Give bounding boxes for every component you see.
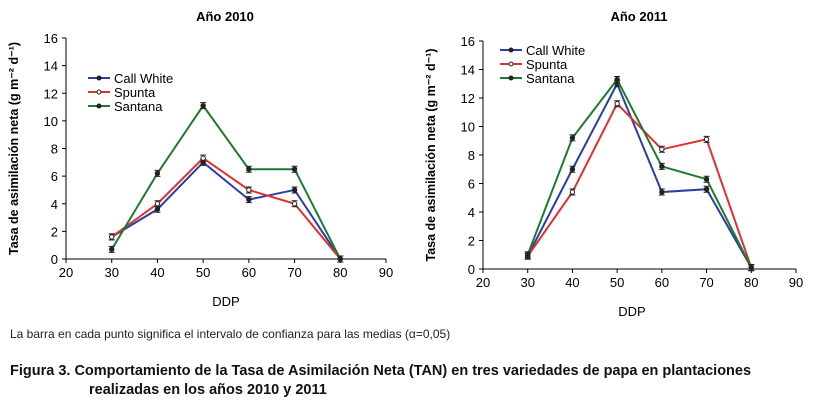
x-tick-label: 50 <box>196 265 210 280</box>
data-point <box>200 102 206 109</box>
x-tick-label: 90 <box>789 275 803 290</box>
data-point <box>154 170 161 177</box>
y-tick-label: 8 <box>468 148 475 163</box>
x-tick-label: 40 <box>565 275 579 290</box>
data-point <box>337 256 343 262</box>
y-axis-label: Tasa de asimilación neta (g m⁻² d⁻¹) <box>424 48 438 261</box>
y-tick-label: 10 <box>44 114 58 129</box>
y-tick-label: 4 <box>468 205 475 220</box>
data-point <box>614 101 620 107</box>
series-line-spunta <box>526 102 753 268</box>
x-tick-label: 60 <box>242 265 256 280</box>
data-point <box>569 166 576 172</box>
x-tick-label: 70 <box>699 275 713 290</box>
data-point <box>703 176 710 182</box>
x-tick-label: 30 <box>520 275 534 290</box>
data-point <box>748 264 754 271</box>
series-line-call-white <box>111 160 342 260</box>
legend-label: Santana <box>526 71 575 86</box>
chart-title: Año 2010 <box>196 9 254 24</box>
y-tick-label: 12 <box>461 91 475 106</box>
data-point <box>246 187 252 193</box>
data-point <box>291 187 298 193</box>
legend-marker <box>508 47 514 53</box>
data-point <box>109 246 115 253</box>
x-tick-label: 40 <box>150 265 164 280</box>
y-axis-label: Tasa de asimilación neta (g m⁻² d⁻¹) <box>7 42 21 255</box>
y-tick-label: 0 <box>468 262 475 277</box>
series-line-call-white <box>526 81 753 269</box>
x-tick-label: 50 <box>610 275 624 290</box>
data-point <box>569 135 576 141</box>
legend-marker <box>96 75 102 81</box>
x-tick-label: 20 <box>59 265 73 280</box>
x-tick-label: 20 <box>476 275 490 290</box>
y-tick-label: 14 <box>461 63 475 78</box>
x-tick-label: 30 <box>104 265 118 280</box>
x-tick-label: 60 <box>655 275 669 290</box>
data-point <box>659 163 665 170</box>
chart-title: Año 2011 <box>610 9 667 24</box>
data-point <box>703 136 710 143</box>
y-tick-label: 2 <box>51 224 58 239</box>
series-line-spunta <box>111 156 342 260</box>
y-tick-label: 6 <box>51 169 58 184</box>
data-point <box>154 201 161 207</box>
y-tick-label: 16 <box>461 34 475 49</box>
data-point <box>659 146 665 153</box>
x-tick-label: 90 <box>379 265 393 280</box>
data-point <box>200 155 206 161</box>
y-tick-label: 4 <box>51 197 58 212</box>
y-tick-label: 16 <box>44 31 58 46</box>
data-point <box>291 201 298 207</box>
data-point <box>614 76 620 83</box>
data-point <box>246 196 252 203</box>
legend-marker <box>508 61 514 67</box>
legend-label: Call White <box>526 43 585 58</box>
caption-line-2: realizadas en los años 2010 y 2011 <box>89 382 327 398</box>
data-point <box>703 186 710 192</box>
chart-1: Año 2011 20 30 40 50 60 70 80 90 0 2 4 6 8 10 12 14 16 DDP… <box>424 9 803 319</box>
y-tick-label: 10 <box>461 120 475 135</box>
series-line-santana <box>526 77 753 269</box>
series-line-santana <box>110 103 342 260</box>
y-tick-label: 0 <box>51 252 58 267</box>
x-tick-label: 70 <box>287 265 301 280</box>
legend-marker <box>96 89 102 95</box>
data-point <box>569 189 576 195</box>
y-tick-label: 2 <box>468 234 475 249</box>
data-point <box>246 166 252 172</box>
footnote: La barra en cada punto significa el inte… <box>10 327 451 341</box>
data-point <box>109 234 115 240</box>
data-point <box>154 206 161 212</box>
legend-marker <box>96 103 102 109</box>
caption-line-1: Figura 3. Comportamiento de la Tasa de A… <box>10 363 752 379</box>
x-tick-label: 80 <box>744 275 758 290</box>
legend-label: Spunta <box>114 85 156 100</box>
y-tick-label: 8 <box>51 142 58 157</box>
x-axis-label: DDP <box>212 294 239 309</box>
y-tick-label: 14 <box>44 59 58 74</box>
data-point <box>659 189 665 195</box>
data-point <box>291 166 298 172</box>
x-axis-label: DDP <box>618 304 645 319</box>
chart-0: Año 2010 20 30 40 50 60 70 80 90 0 2 4 6 8 10 12 14 16 DDP… <box>7 9 393 309</box>
legend-label: Call White <box>114 71 173 86</box>
legend-label: Santana <box>114 99 163 114</box>
legend-label: Spunta <box>526 57 568 72</box>
figure-caption: Figura 3. Comportamiento de la Tasa de A… <box>10 362 751 400</box>
x-tick-label: 80 <box>333 265 347 280</box>
y-tick-label: 12 <box>44 86 58 101</box>
data-point <box>525 252 531 258</box>
legend-marker <box>508 75 514 81</box>
y-tick-label: 6 <box>468 177 475 192</box>
